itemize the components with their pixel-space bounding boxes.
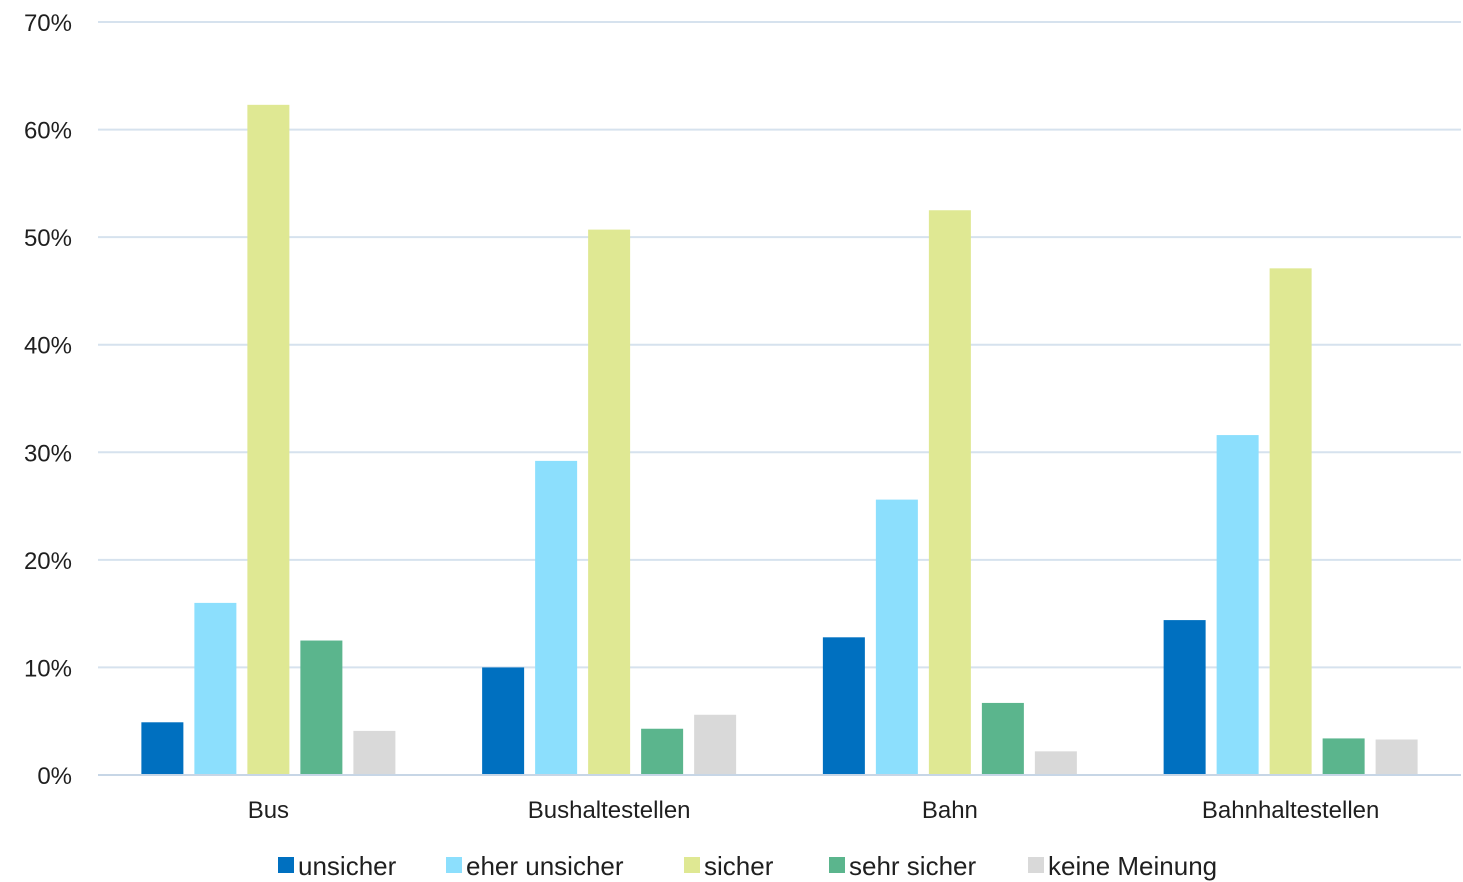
y-tick-label: 0%	[37, 763, 72, 790]
legend-item-sehr-sicher: sehr sicher	[829, 851, 976, 881]
y-tick-label: 10%	[24, 655, 72, 682]
bar-keine-meinung-bahn	[1034, 751, 1077, 775]
legend-label: sehr sicher	[849, 851, 976, 881]
x-axis-category-labels: Bus Bushaltestellen Bahn Bahnhaltestellen	[248, 797, 1380, 824]
bar-eher-unsicher-bahnhaltestellen	[1216, 435, 1259, 775]
y-tick-label: 20%	[24, 548, 72, 575]
legend-item-sicher: sicher	[684, 851, 774, 881]
legend-swatch	[684, 857, 700, 873]
bar-sehr-sicher-bahnhaltestellen	[1322, 738, 1365, 775]
legend-label: eher unsicher	[466, 851, 624, 881]
bar-sicher-bus	[247, 104, 290, 775]
y-tick-label: 40%	[24, 333, 72, 360]
bar-unsicher-bus	[141, 722, 184, 775]
y-axis-tick-labels: 0% 10% 20% 30% 40% 50% 60% 70%	[24, 10, 72, 790]
bar-sehr-sicher-bus	[300, 640, 343, 775]
bar-eher-unsicher-bus	[194, 602, 237, 775]
x-category-label: Bushaltestellen	[528, 797, 691, 824]
y-tick-label: 50%	[24, 225, 72, 252]
y-tick-label: 60%	[24, 118, 72, 145]
bar-sicher-bahn	[928, 210, 971, 775]
bar-keine-meinung-bus	[353, 730, 396, 775]
x-category-label: Bahnhaltestellen	[1202, 797, 1379, 824]
bar-unsicher-bahn	[822, 637, 865, 775]
bar-keine-meinung-bushaltestellen	[694, 714, 737, 775]
legend-swatch	[446, 857, 462, 873]
x-category-label: Bahn	[922, 797, 978, 824]
legend-item-eher-unsicher: eher unsicher	[446, 851, 624, 881]
bar-keine-meinung-bahnhaltestellen	[1375, 739, 1418, 775]
bar-sehr-sicher-bahn	[981, 702, 1024, 775]
bar-eher-unsicher-bahn	[875, 499, 918, 775]
legend-label: keine Meinung	[1048, 851, 1217, 881]
legend-label: sicher	[704, 851, 774, 881]
legend-label: unsicher	[298, 851, 397, 881]
bar-sehr-sicher-bushaltestellen	[641, 728, 684, 775]
bar-unsicher-bahnhaltestellen	[1163, 620, 1206, 775]
bar-sicher-bahnhaltestellen	[1269, 268, 1312, 775]
legend-swatch	[829, 857, 845, 873]
y-tick-label: 30%	[24, 440, 72, 467]
legend-item-keine-meinung: keine Meinung	[1028, 851, 1217, 881]
gridlines	[98, 21, 1461, 669]
bar-eher-unsicher-bushaltestellen	[535, 460, 578, 775]
legend-swatch	[1028, 857, 1044, 873]
bars	[141, 104, 1418, 775]
x-category-label: Bus	[248, 797, 289, 824]
legend-swatch	[278, 857, 294, 873]
y-tick-label: 70%	[24, 10, 72, 37]
legend-item-unsicher: unsicher	[278, 851, 397, 881]
bar-sicher-bushaltestellen	[588, 229, 631, 775]
bar-unsicher-bushaltestellen	[482, 667, 525, 775]
legend: unsicher eher unsicher sicher sehr sicher ke…	[278, 851, 1217, 881]
